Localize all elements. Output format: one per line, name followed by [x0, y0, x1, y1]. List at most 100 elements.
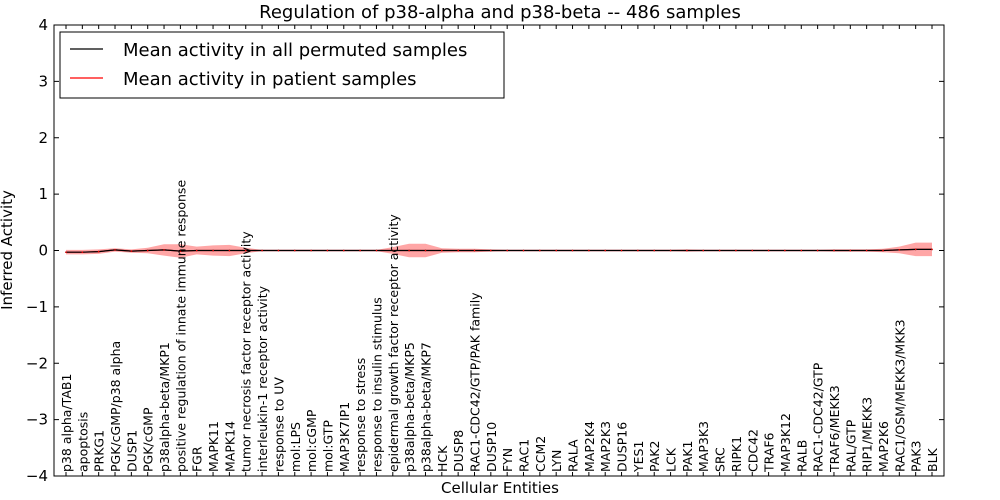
- patient-point: [620, 249, 623, 252]
- x-axis-label: Cellular Entities: [441, 479, 559, 497]
- patient-point: [751, 249, 754, 252]
- x-tick-label: RIP1/MEKK3: [860, 397, 875, 472]
- patient-point: [686, 249, 688, 252]
- y-tick-label: 2: [38, 129, 48, 147]
- x-tick-label: FGR: [190, 446, 205, 472]
- patient-point: [114, 249, 116, 251]
- patient-point: [555, 249, 557, 252]
- x-tick-label: mol:GTP: [320, 420, 335, 472]
- x-tick-label: response to insulin stimulus: [369, 297, 384, 472]
- y-tick-label: 3: [38, 72, 48, 90]
- patient-point: [179, 250, 182, 252]
- x-tick-label: YES1: [631, 441, 646, 473]
- y-tick-label: 0: [38, 242, 48, 260]
- x-tick-label: MAPK11: [206, 421, 221, 472]
- patient-point: [898, 249, 901, 251]
- patient-point: [294, 249, 296, 252]
- permuted-line: [66, 248, 932, 253]
- patient-point: [571, 249, 574, 252]
- patient-point: [767, 249, 770, 252]
- x-tick-label: PAK3: [909, 441, 924, 472]
- x-tick-label: DUSP8: [451, 430, 466, 472]
- patient-point: [457, 249, 460, 252]
- x-tick-label: LCK: [664, 447, 679, 472]
- patient-point: [392, 249, 394, 252]
- legend: Mean activity in all permuted samples Me…: [59, 31, 505, 99]
- x-tick-label: RAC1-CDC42/GTP/PAK family: [467, 292, 482, 472]
- y-tick-label: 1: [38, 185, 48, 203]
- patient-point: [310, 249, 312, 252]
- patient-point: [784, 249, 786, 252]
- patient-point: [408, 249, 410, 252]
- patient-point: [522, 249, 525, 252]
- y-tick-label: −3: [26, 411, 48, 429]
- x-tick-label: DUSP1: [124, 430, 139, 472]
- x-tick-label: RAC1: [517, 439, 532, 472]
- legend-label-patient: Mean activity in patient samples: [123, 69, 417, 90]
- x-tick-label: tumor necrosis factor receptor activity: [239, 231, 254, 472]
- patient-point: [882, 249, 884, 252]
- patient-point: [539, 249, 541, 252]
- patient-point: [326, 249, 329, 252]
- x-tick-label: apoptosis: [75, 412, 90, 472]
- x-tick-label: CCM2: [533, 436, 548, 472]
- x-tick-label: epidermal growth factor receptor activit…: [386, 214, 401, 472]
- x-tick-label: RIPK1: [729, 436, 744, 472]
- patient-point: [833, 249, 835, 252]
- x-tick-label: PGK/cGMP: [141, 407, 156, 472]
- y-tick-label: 4: [38, 16, 48, 34]
- patient-point: [865, 249, 868, 252]
- patient-point: [441, 249, 443, 252]
- x-tick-label: p38alpha-beta/MKP5: [402, 342, 417, 472]
- x-tick-label: PGK/cGMP/p38 alpha: [108, 341, 123, 472]
- patient-point: [81, 251, 84, 253]
- patient-point: [261, 249, 263, 252]
- x-tick-label: MAP3K12: [778, 413, 793, 472]
- x-tick-label: DUSP16: [615, 422, 630, 472]
- patient-point: [277, 249, 280, 252]
- x-tick-label: BLK: [925, 447, 940, 472]
- x-tick-label: PRKG1: [92, 430, 107, 472]
- patient-point: [800, 249, 803, 252]
- x-tick-label: RAL/GTP: [843, 419, 858, 472]
- x-tick-label: MAP3K3: [696, 421, 711, 472]
- patient-point: [228, 249, 231, 252]
- patient-point: [146, 249, 149, 252]
- x-tick-label: response to stress: [353, 358, 368, 472]
- patient-point: [212, 249, 214, 252]
- x-tick-label: MAP3K7IP1: [337, 402, 352, 472]
- x-tick-label: FYN: [500, 448, 515, 472]
- x-tick-label: p38alpha-beta/MKP7: [418, 342, 433, 472]
- patient-point: [816, 249, 819, 252]
- x-tick-label: RAC1-CDC42/GTP: [811, 362, 826, 472]
- patient-point: [735, 249, 737, 252]
- x-tick-label: RALA: [566, 439, 581, 472]
- patient-point: [849, 249, 852, 252]
- patient-point: [359, 249, 361, 252]
- patient-point: [490, 249, 492, 252]
- x-tick-label: p38alpha-beta/MKP1: [157, 342, 172, 472]
- patient-point: [506, 249, 509, 252]
- x-tick-label: MAP2K3: [598, 421, 613, 472]
- x-tick-label: TRAF6/MEKK3: [827, 385, 842, 473]
- x-tick-label: RAC1/OSM/MEKK3/MKK3: [892, 319, 907, 472]
- x-tick-label: p38 alpha/TAB1: [59, 374, 74, 472]
- x-tick-label: MAP2K6: [876, 421, 891, 472]
- patient-point: [637, 249, 639, 252]
- x-tick-label: RALB: [794, 440, 809, 472]
- y-tick-label: −4: [26, 467, 48, 485]
- plot-area: [65, 242, 933, 258]
- x-tick-label: PAK2: [647, 441, 662, 472]
- legend-label-permuted: Mean activity in all permuted samples: [123, 40, 467, 61]
- patient-point: [375, 249, 378, 252]
- patient-point: [653, 249, 655, 252]
- x-tick-label: SRC: [713, 447, 728, 472]
- patient-point: [473, 249, 476, 252]
- x-tick-label: mol:cGMP: [304, 409, 319, 472]
- legend-box: [59, 31, 505, 99]
- x-tick-label: TRAF6: [762, 432, 777, 473]
- patient-point: [424, 249, 427, 252]
- x-tick-label: CDC42: [745, 429, 760, 472]
- patient-point: [163, 249, 165, 251]
